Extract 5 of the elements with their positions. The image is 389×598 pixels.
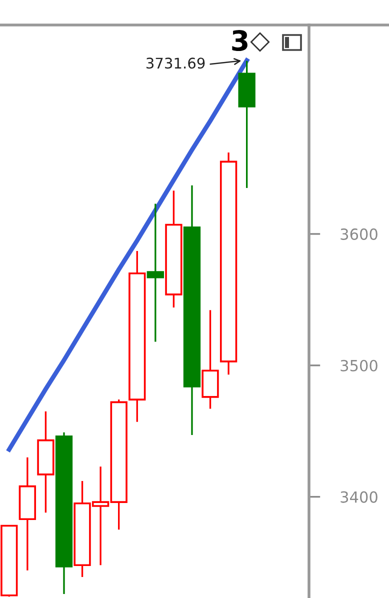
y-tick-label: 3400 xyxy=(340,491,378,503)
annotation: 3 xyxy=(232,30,248,52)
annotation: 3731.69 xyxy=(146,58,205,69)
y-tick-label: 3600 xyxy=(340,228,378,240)
y-tick-label: 3500 xyxy=(340,360,378,372)
